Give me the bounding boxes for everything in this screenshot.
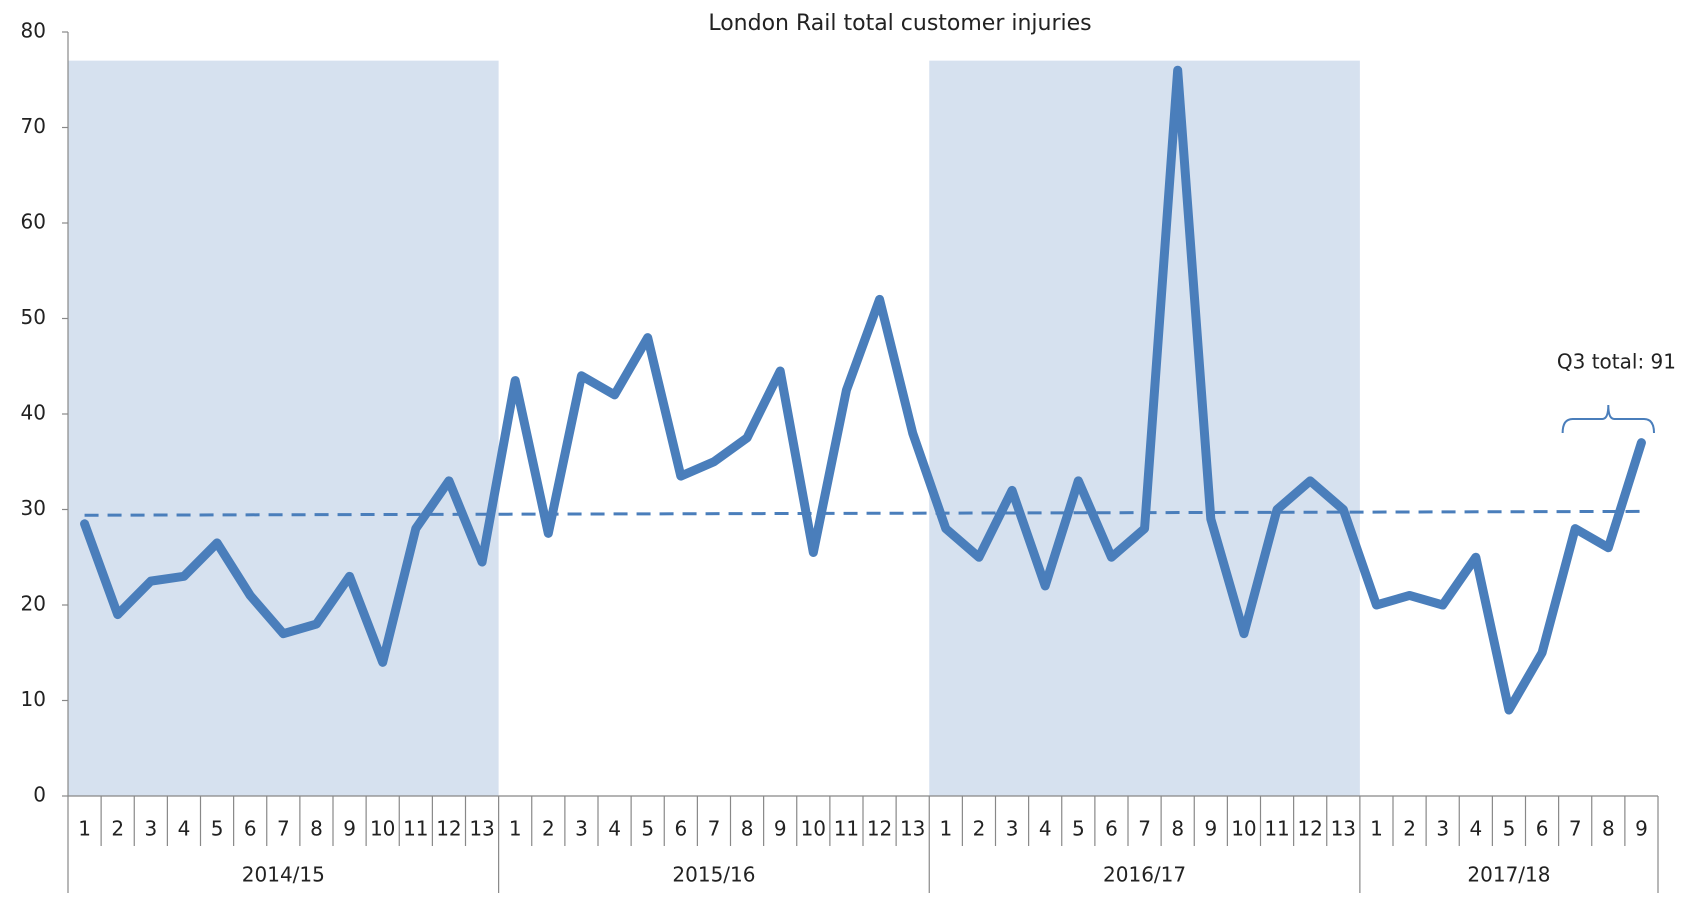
x-tick-label: 13	[1331, 817, 1356, 841]
x-tick-label: 13	[469, 817, 494, 841]
x-tick-label: 12	[867, 817, 892, 841]
x-tick-label: 7	[708, 817, 721, 841]
y-tick-label: 10	[21, 687, 46, 711]
group-label: 2014/15	[242, 863, 325, 887]
x-tick-label: 9	[343, 817, 356, 841]
group-label: 2017/18	[1467, 863, 1550, 887]
x-tick-label: 13	[900, 817, 925, 841]
x-tick-label: 6	[1536, 817, 1549, 841]
x-tick-label: 12	[436, 817, 461, 841]
x-tick-label: 4	[608, 817, 621, 841]
x-tick-label: 1	[78, 817, 91, 841]
x-tick-label: 9	[774, 817, 787, 841]
y-tick-label: 70	[21, 114, 46, 138]
x-tick-label: 5	[1503, 817, 1516, 841]
x-tick-label: 6	[1105, 817, 1118, 841]
y-tick-label: 50	[21, 305, 46, 329]
x-tick-label: 7	[1138, 817, 1151, 841]
x-tick-label: 11	[1264, 817, 1289, 841]
x-tick-label: 9	[1204, 817, 1217, 841]
x-tick-label: 10	[370, 817, 395, 841]
x-tick-label: 5	[1072, 817, 1085, 841]
x-tick-label: 6	[674, 817, 687, 841]
y-tick-label: 30	[21, 496, 46, 520]
x-tick-label: 6	[244, 817, 257, 841]
group-label: 2016/17	[1103, 863, 1186, 887]
x-tick-label: 2	[973, 817, 986, 841]
y-tick-label: 0	[33, 783, 46, 807]
x-tick-label: 7	[277, 817, 290, 841]
shaded-band	[929, 60, 1360, 796]
x-tick-label: 11	[834, 817, 859, 841]
x-tick-label: 9	[1635, 817, 1648, 841]
y-tick-label: 80	[21, 19, 46, 43]
annotation-bracket	[1561, 404, 1655, 434]
x-tick-label: 4	[178, 817, 191, 841]
x-tick-label: 10	[801, 817, 826, 841]
x-tick-label: 4	[1039, 817, 1052, 841]
x-tick-label: 8	[1171, 817, 1184, 841]
annotation: Q3 total: 91	[1557, 350, 1676, 374]
x-tick-label: 2	[111, 817, 124, 841]
data-line	[80, 65, 1646, 715]
x-tick-label: 5	[641, 817, 654, 841]
y-tick-label: 40	[21, 401, 46, 425]
shaded-band	[68, 60, 499, 796]
chart-title: London Rail total customer injuries	[708, 11, 1091, 36]
x-tick-label: 1	[509, 817, 522, 841]
y-tick-label: 60	[21, 210, 46, 234]
y-tick-label: 20	[21, 592, 46, 616]
x-tick-label: 1	[1370, 817, 1383, 841]
x-tick-label: 3	[575, 817, 588, 841]
x-tick-label: 1	[939, 817, 952, 841]
x-tick-label: 3	[1006, 817, 1019, 841]
x-tick-label: 3	[1436, 817, 1449, 841]
x-tick-label: 4	[1469, 817, 1482, 841]
x-tick-label: 8	[741, 817, 754, 841]
x-tick-label: 2	[542, 817, 555, 841]
x-tick-label: 2	[1403, 817, 1416, 841]
x-tick-label: 10	[1231, 817, 1256, 841]
x-tick-label: 7	[1569, 817, 1582, 841]
group-label: 2015/16	[672, 863, 755, 887]
average-line	[84, 509, 1642, 517]
x-tick-label: 12	[1297, 817, 1322, 841]
x-tick-label: 3	[144, 817, 157, 841]
x-tick-label: 8	[310, 817, 323, 841]
x-tick-label: 11	[403, 817, 428, 841]
x-tick-label: 5	[211, 817, 224, 841]
x-tick-label: 8	[1602, 817, 1615, 841]
